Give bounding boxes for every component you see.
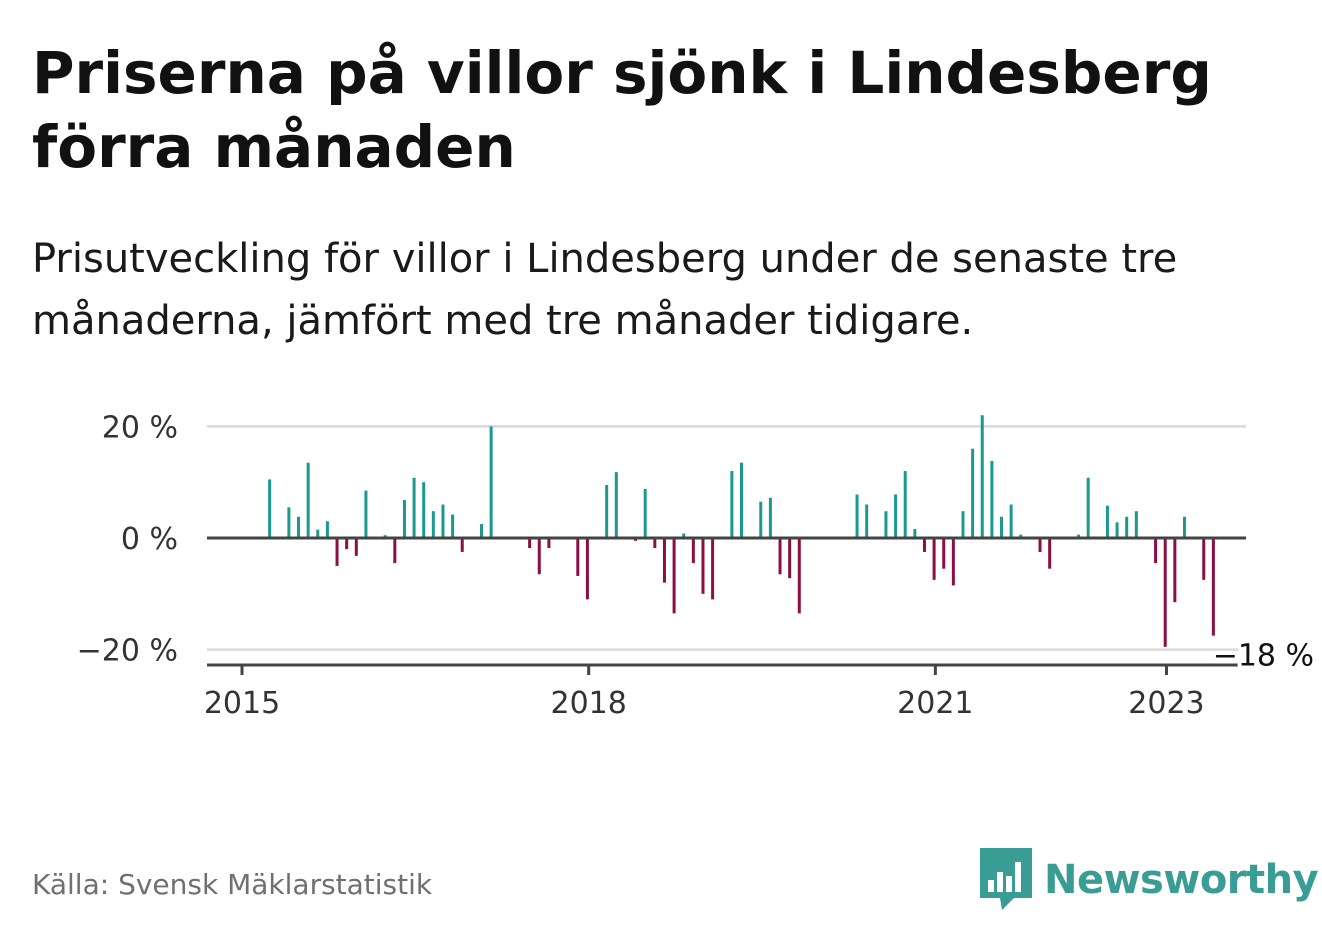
bar: [316, 529, 320, 538]
bar: [932, 538, 936, 580]
bar: [691, 538, 695, 564]
bar: [1000, 516, 1004, 538]
bar: [759, 501, 763, 538]
bar: [1125, 516, 1129, 538]
axes: [207, 536, 1246, 675]
newsworthy-wordmark: Newsworthy: [1044, 857, 1319, 903]
bar: [884, 511, 888, 538]
bar: [1182, 516, 1186, 538]
newsworthy-logo: Newsworthy: [980, 848, 1319, 912]
bar: [951, 538, 955, 586]
bar: [1163, 538, 1167, 647]
bar: [1077, 534, 1081, 538]
x-tick-label: 2015: [204, 686, 280, 721]
bar: [335, 538, 339, 566]
bar: [778, 538, 782, 575]
bar: [643, 488, 647, 538]
bars: [268, 415, 1215, 647]
y-tick-label: 20 %: [102, 410, 178, 445]
bar: [306, 462, 310, 538]
x-tick-label: 2021: [897, 686, 973, 721]
source-note: Källa: Svensk Mäklarstatistik: [32, 868, 433, 901]
bar: [1211, 538, 1215, 636]
bar: [393, 538, 397, 564]
chart-subtitle: Prisutveckling för villor i Lindesberg u…: [32, 236, 1178, 344]
bar: [1154, 538, 1158, 564]
bar: [1048, 538, 1052, 569]
bar: [1009, 504, 1013, 538]
bar: [1038, 538, 1042, 552]
bar: [682, 533, 686, 538]
bar: [1019, 534, 1023, 538]
bar: [479, 524, 483, 538]
bar: [489, 426, 493, 538]
newsworthy-bar-chart-icon: [980, 848, 1032, 910]
bar: [345, 538, 349, 550]
bar: [855, 494, 859, 538]
x-tick-label: 2018: [551, 686, 627, 721]
bar: [585, 538, 589, 600]
bar: [662, 538, 666, 583]
bar: [894, 494, 898, 538]
bar: [268, 479, 272, 538]
bar: [1202, 538, 1206, 580]
bar: [1105, 505, 1109, 538]
chart-title: Priserna på villor sjönk i Lindesberg fö…: [32, 39, 1212, 181]
bar: [614, 472, 618, 538]
bar: [605, 484, 609, 538]
last-value-label: −18 %: [1213, 639, 1314, 674]
bar: [460, 538, 464, 552]
bar: [537, 538, 541, 575]
bar: [903, 471, 907, 538]
bar: [547, 538, 551, 549]
bar: [788, 538, 792, 579]
bar: [431, 511, 435, 538]
bar: [653, 538, 657, 549]
y-tick-label: −20 %: [77, 634, 178, 669]
bar: [1086, 477, 1090, 538]
bar: [287, 507, 291, 538]
grid-lines: [207, 425, 1246, 651]
labels: 20 %0 %−20 %2015 2018 2021 2023−18 %−18 %: [77, 410, 1318, 721]
bar: [922, 538, 926, 552]
last-value-label-halo: −18 %: [1213, 639, 1314, 674]
bar: [768, 497, 772, 538]
bar: [325, 521, 329, 538]
bar: [980, 415, 984, 538]
bar: [1173, 538, 1177, 603]
bar: [354, 538, 358, 556]
bar: [402, 500, 406, 538]
bar: [797, 538, 801, 614]
bar: [740, 462, 743, 538]
bar: [711, 538, 715, 600]
bar: [1115, 522, 1119, 538]
bar: [576, 538, 580, 576]
bar: [701, 538, 705, 594]
bar: [451, 514, 455, 538]
bar-chart: 20 %0 %−20 %2015 2018 2021 2023−18 %−18 %: [77, 410, 1318, 721]
bar: [422, 482, 426, 538]
bar: [528, 538, 532, 549]
bar: [865, 504, 869, 538]
bar: [971, 448, 975, 538]
bar: [297, 516, 301, 538]
bar: [990, 460, 994, 538]
bar: [1134, 511, 1138, 538]
x-tick-label: 2023: [1128, 686, 1204, 721]
bar: [942, 538, 946, 569]
bar: [913, 529, 917, 538]
bar: [441, 504, 445, 538]
y-tick-label: 0 %: [121, 522, 178, 557]
bar: [961, 511, 965, 538]
bar: [672, 538, 676, 614]
bar: [412, 477, 416, 538]
bar: [730, 471, 734, 538]
bar: [364, 490, 368, 538]
